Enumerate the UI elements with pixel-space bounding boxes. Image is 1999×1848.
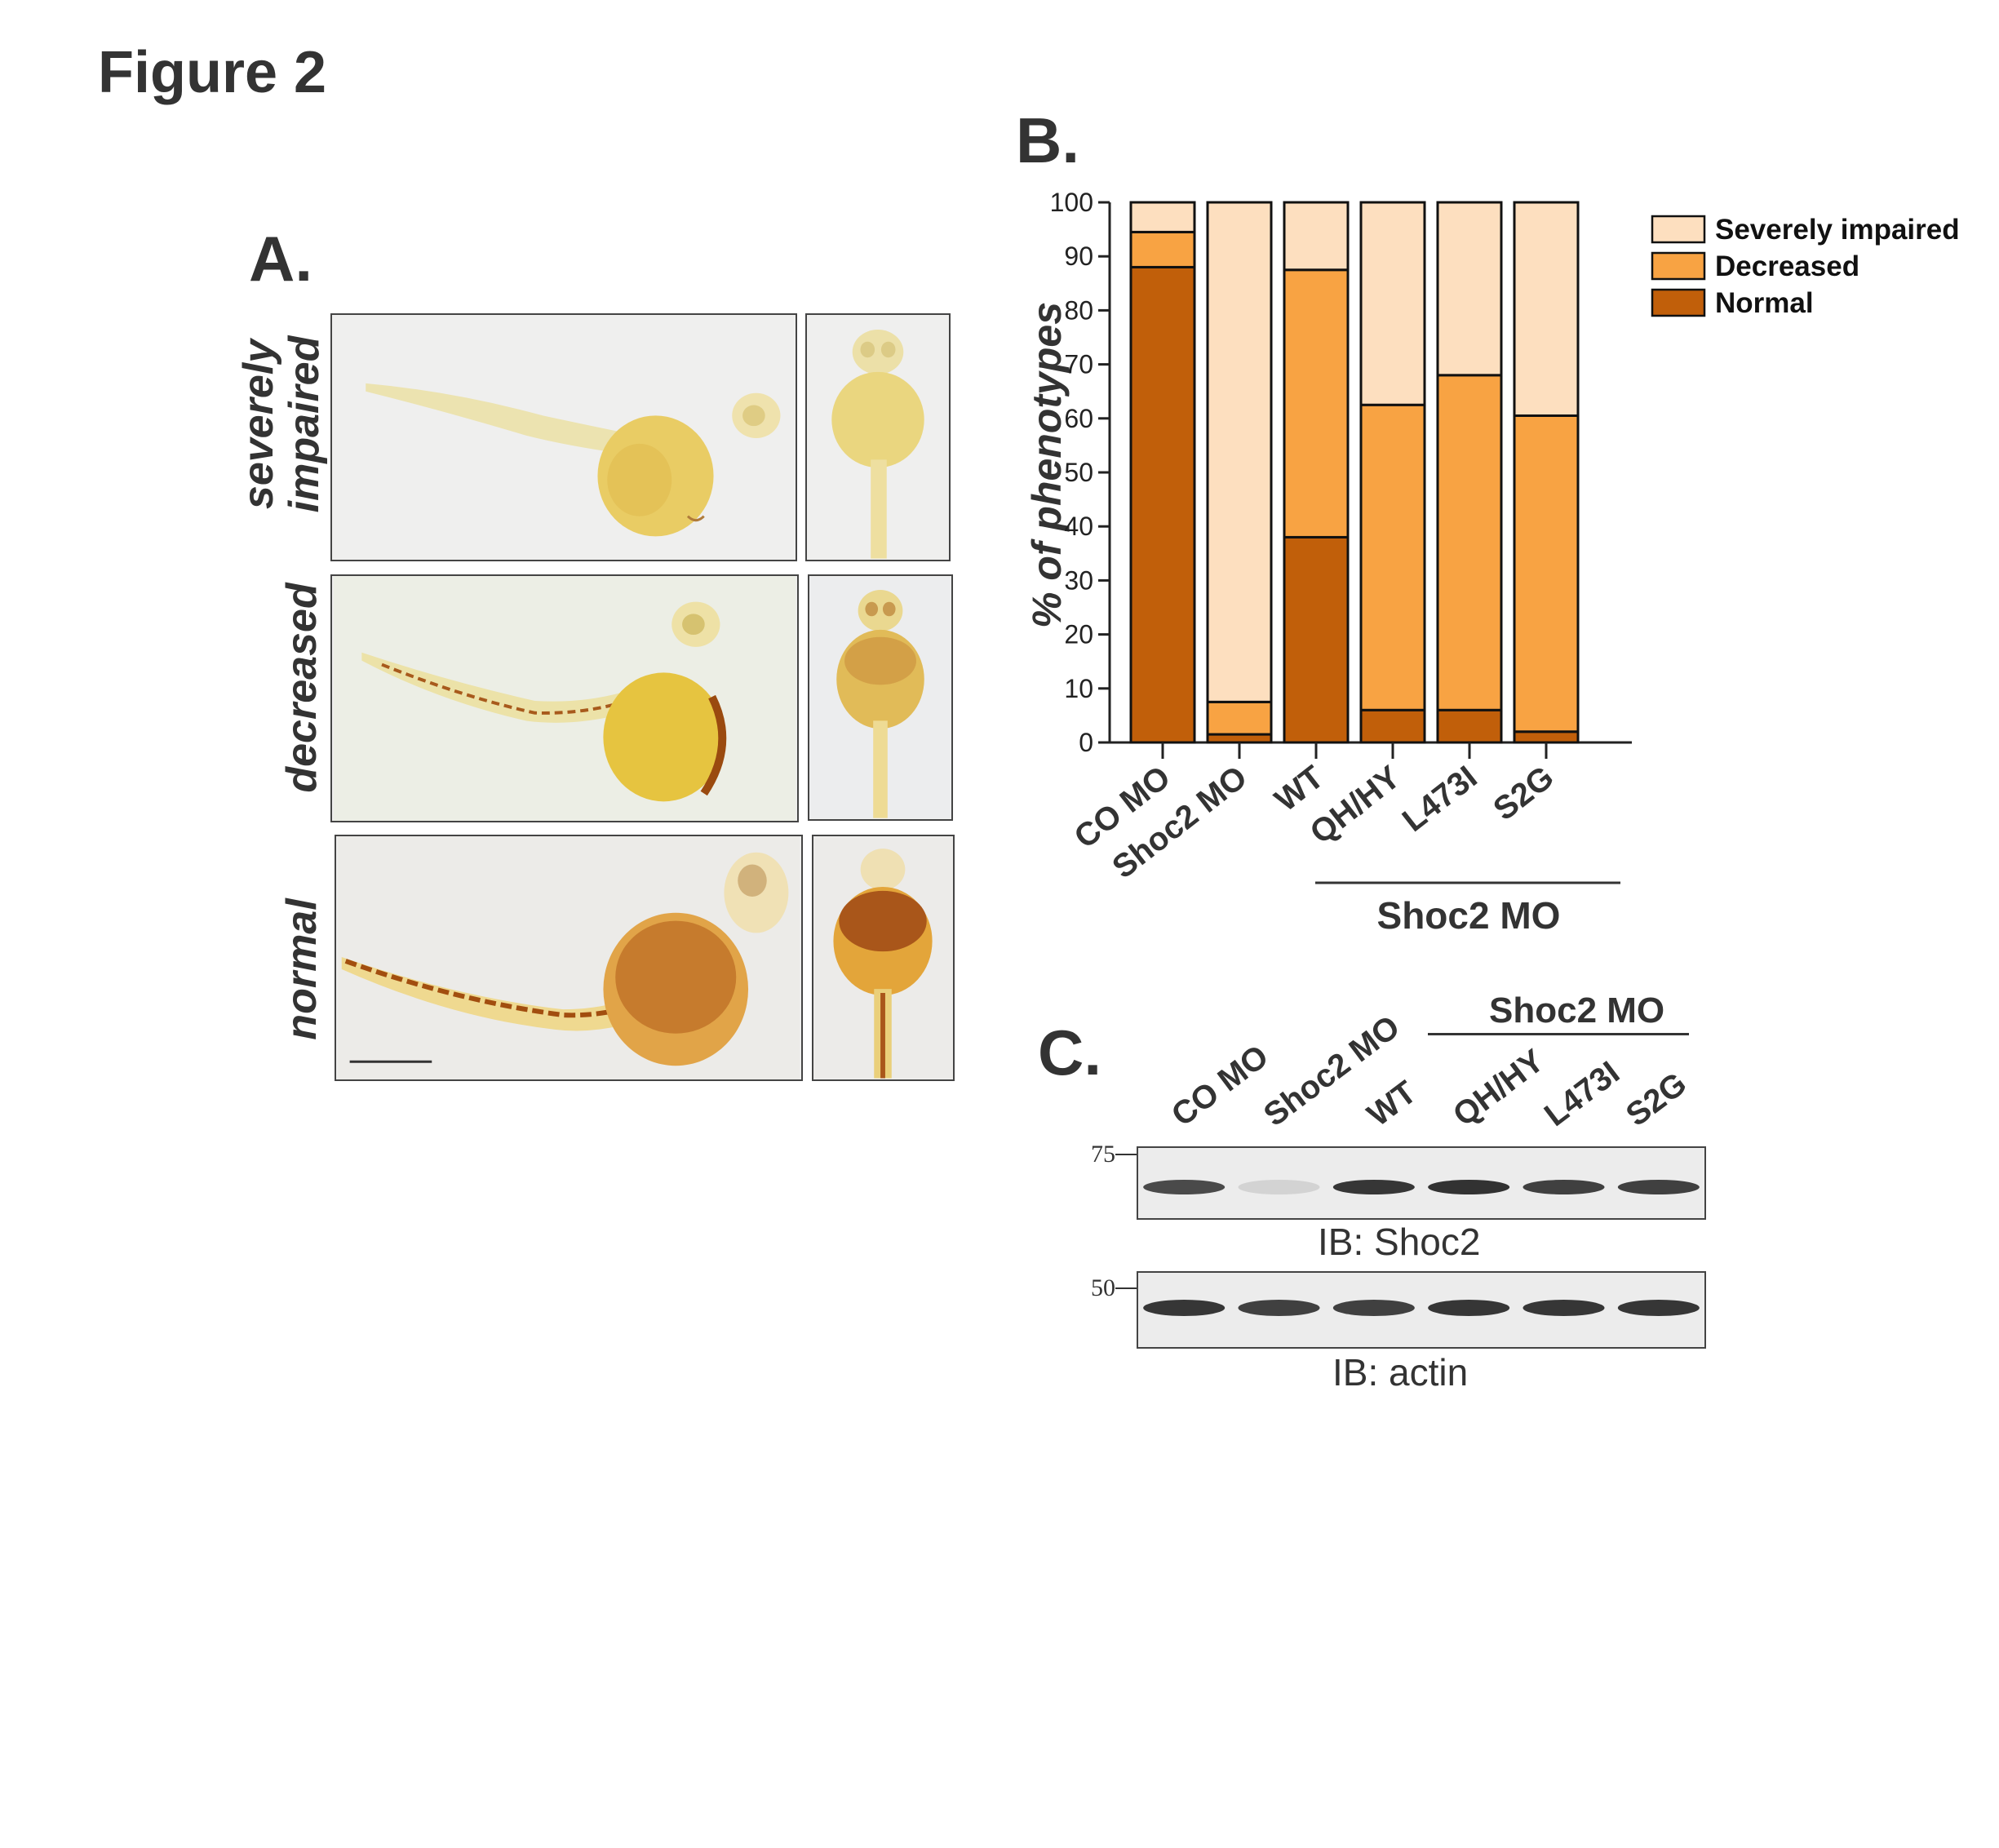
y-tick-label: 100 xyxy=(1050,188,1093,217)
legend-swatch xyxy=(1651,288,1706,317)
legend-label: Decreased xyxy=(1715,250,1859,282)
blot-band xyxy=(1617,1300,1700,1316)
row-label-normal: normal xyxy=(278,898,326,1040)
y-tick-label: 80 xyxy=(1064,295,1093,325)
blot-band xyxy=(1332,1180,1415,1194)
x-tick-label: S2G xyxy=(1487,759,1560,827)
x-tick-label: QH/HY xyxy=(1304,759,1407,851)
blot-band xyxy=(1143,1300,1226,1316)
bar-segment-normal xyxy=(1513,730,1580,744)
stacked-bar-chart: % of phenotypes 0 10 20 30 40 50 60 70 80 90 100 C… xyxy=(1024,188,1960,937)
panel-b-letter: B. xyxy=(1016,104,1079,176)
blot-band xyxy=(1143,1180,1226,1194)
y-tick-label: 40 xyxy=(1064,512,1093,541)
bar-segment-normal xyxy=(1283,535,1350,744)
embryo-dorsal-severely-impaired xyxy=(805,313,951,561)
blot-band xyxy=(1428,1300,1510,1316)
blot-band xyxy=(1428,1180,1510,1194)
western-blot-actin xyxy=(1137,1271,1706,1349)
embryo-dorsal-decreased xyxy=(808,574,953,821)
mw-marker-75: 75 xyxy=(1091,1141,1115,1168)
y-axis: 0 10 20 30 40 50 60 70 80 90 100 xyxy=(1050,188,1632,757)
row-label-severely-impaired: severely impaired xyxy=(235,335,328,513)
y-tick-label: 0 xyxy=(1079,728,1093,757)
legend-label: Normal xyxy=(1715,287,1814,319)
bar-segment-severely-impaired xyxy=(1513,201,1580,417)
bars xyxy=(1129,201,1580,744)
group-label: Shoc2 MO xyxy=(1377,894,1561,937)
blot-band xyxy=(1523,1300,1605,1316)
bar-segment-normal xyxy=(1129,265,1196,744)
y-tick-label: 30 xyxy=(1064,565,1093,595)
x-tick-label: L473I xyxy=(1396,759,1484,839)
lane-label-l473i: L473I xyxy=(1537,1054,1627,1134)
legend: Severely impaired Decreased Normal xyxy=(1651,214,1960,319)
legend-swatch xyxy=(1651,251,1706,281)
bar-segment-decreased xyxy=(1359,403,1426,711)
blot-band xyxy=(1238,1300,1320,1316)
bar-segment-decreased xyxy=(1206,700,1273,736)
bar-segment-decreased xyxy=(1436,374,1503,711)
embryo-lateral-normal xyxy=(335,835,803,1081)
blot-caption-shoc2: IB: Shoc2 xyxy=(1318,1221,1481,1263)
bar-segment-severely-impaired xyxy=(1359,201,1426,406)
panel-c-letter: C. xyxy=(1038,1017,1101,1088)
y-tick-label: 20 xyxy=(1064,620,1093,649)
y-tick-label: 10 xyxy=(1064,674,1093,703)
bar-segment-decreased xyxy=(1129,230,1196,268)
bar-segment-severely-impaired xyxy=(1129,201,1196,233)
blot-group-bracket xyxy=(1428,1033,1689,1035)
western-blot-shoc2 xyxy=(1137,1146,1706,1220)
legend-swatch xyxy=(1651,215,1706,244)
lane-label-wt: WT xyxy=(1360,1074,1424,1134)
y-tick-label: 90 xyxy=(1064,242,1093,271)
y-tick-label: 70 xyxy=(1064,350,1093,379)
figure-title: Figure 2 xyxy=(98,40,327,105)
bar-segment-normal xyxy=(1359,708,1426,744)
embryo-lateral-decreased xyxy=(330,574,799,822)
blot-band xyxy=(1238,1180,1320,1194)
blot-caption-actin: IB: actin xyxy=(1332,1351,1469,1394)
mw-tick-75 xyxy=(1115,1154,1138,1155)
y-tick-label: 50 xyxy=(1064,458,1093,487)
embryo-lateral-severely-impaired xyxy=(330,313,797,561)
bar-segment-decreased xyxy=(1513,414,1580,733)
mw-tick-50 xyxy=(1115,1287,1138,1289)
y-tick-label: 60 xyxy=(1064,404,1093,433)
embryo-dorsal-normal xyxy=(812,835,955,1081)
legend-label: Severely impaired xyxy=(1715,214,1960,246)
panel-a-letter: A. xyxy=(249,223,312,295)
blot-band xyxy=(1617,1180,1700,1194)
row-label-decreased: decreased xyxy=(278,583,326,793)
bar-segment-severely-impaired xyxy=(1206,201,1273,703)
blot-group-label: Shoc2 MO xyxy=(1489,990,1665,1030)
mw-marker-50: 50 xyxy=(1091,1274,1115,1301)
lane-label-qh-hy: QH/HY xyxy=(1446,1042,1551,1134)
lane-label-co-mo: CO MO xyxy=(1164,1038,1275,1134)
blot-band xyxy=(1332,1300,1415,1316)
bar-segment-decreased xyxy=(1283,268,1350,538)
blot-band xyxy=(1523,1180,1605,1194)
bar-segment-severely-impaired xyxy=(1283,201,1350,272)
bar-segment-normal xyxy=(1436,708,1503,744)
lane-label-s2g: S2G xyxy=(1619,1065,1694,1134)
y-axis-label: % of phenotypes xyxy=(1024,302,1070,628)
bar-segment-severely-impaired xyxy=(1436,201,1503,377)
